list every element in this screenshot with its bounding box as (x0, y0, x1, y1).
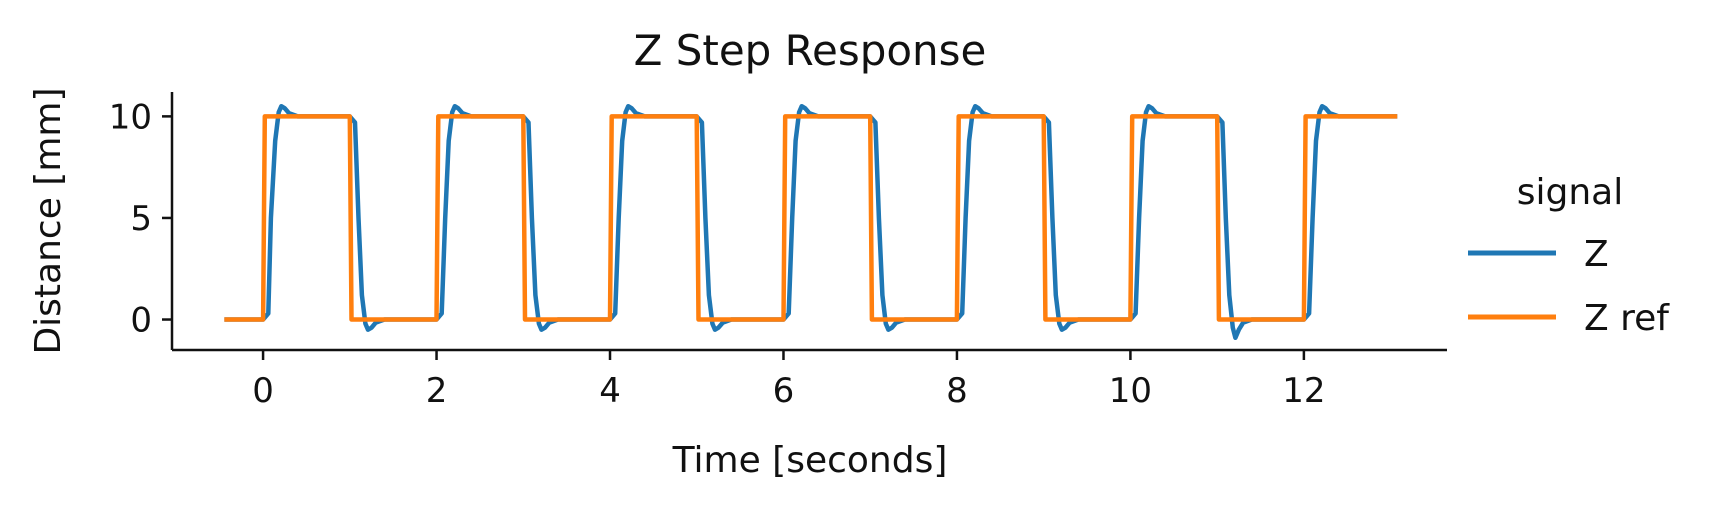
x-tick-label: 4 (599, 371, 621, 411)
legend-title: signal (1517, 172, 1624, 213)
y-axis-ticks: 0 5 10 (109, 97, 172, 341)
plot-lines (224, 103, 1398, 341)
x-tick-label: 12 (1282, 371, 1325, 411)
y-tick-label: 5 (130, 199, 152, 239)
x-tick-label: 8 (946, 371, 968, 411)
x-tick-label: 6 (773, 371, 795, 411)
series-line-z-ref (224, 114, 1398, 322)
x-axis-label: Time [seconds] (672, 440, 948, 481)
y-axis-label: Distance [mm] (28, 87, 69, 354)
x-tick-label: 10 (1109, 371, 1152, 411)
x-axis-ticks: 0 2 4 6 8 10 12 (252, 350, 1326, 411)
legend-label-z: Z (1584, 234, 1609, 275)
chart-title: Z Step Response (634, 26, 987, 75)
y-tick-label: 10 (109, 97, 152, 137)
x-tick-label: 2 (426, 371, 448, 411)
legend-label-z-ref: Z ref (1584, 298, 1670, 339)
legend: signal Z Z ref (1468, 172, 1670, 339)
y-tick-label: 0 (130, 301, 152, 341)
x-tick-label: 0 (252, 371, 274, 411)
